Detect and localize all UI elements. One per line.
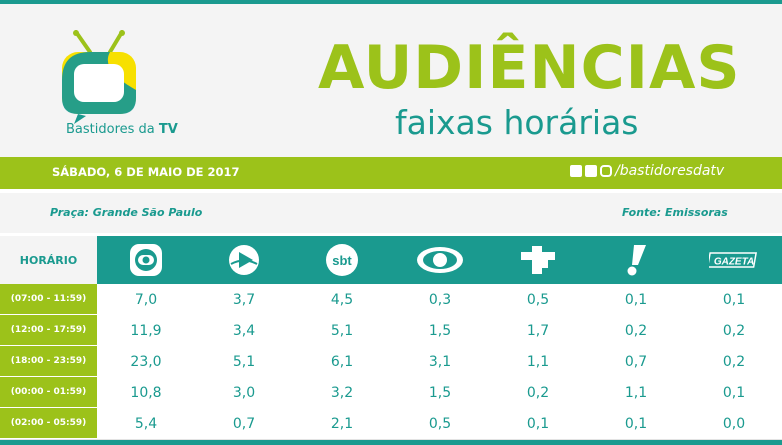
instagram-icon [600, 165, 612, 177]
rating-cell: 1,7 [526, 322, 550, 339]
time-slot-label: (07:00 - 11:59) [0, 284, 97, 315]
time-slot-label: (18:00 - 23:59) [0, 346, 97, 377]
rating-cell: 0,7 [624, 353, 648, 370]
page-subtitle: faixas horárias [395, 103, 639, 142]
band-logo-icon [391, 236, 489, 284]
twitter-icon [585, 165, 597, 177]
date-bar: SÁBADO, 6 DE MAIO DE 2017 /bastidoresdat… [0, 157, 782, 189]
time-slot-label: (02:00 - 05:59) [0, 408, 97, 439]
rating-cell: 1,1 [624, 384, 648, 401]
rating-cell: 1,1 [526, 353, 550, 370]
rating-cell: 0,1 [722, 384, 746, 401]
rating-cell: 0,2 [624, 322, 648, 339]
record-logo-icon [195, 236, 293, 284]
facebook-icon [570, 165, 582, 177]
rating-cell: 4,5 [330, 291, 354, 308]
rating-cell: 11,9 [130, 322, 162, 339]
rating-cell: 5,1 [232, 353, 256, 370]
rating-cell: 0,5 [428, 415, 452, 432]
rating-cell: 0,5 [526, 291, 550, 308]
tvcultura-logo-icon [587, 236, 685, 284]
rating-cell: 3,0 [232, 384, 256, 401]
rating-cell: 1,5 [428, 322, 452, 339]
rating-cell: 0,2 [722, 322, 746, 339]
rating-cell: 0,1 [526, 415, 550, 432]
brand-name-regular: Bastidores da [66, 122, 159, 137]
table-row: (07:00 - 11:59) 7,0 3,7 4,5 0,3 0,5 0,1 0,1 [0, 284, 782, 316]
rating-cell: 7,0 [134, 291, 158, 308]
brand-name: Bastidores da TV [66, 122, 178, 137]
table-row: (00:00 - 01:59) 10,8 3,0 3,2 1,5 0,2 1,1 0,1 [0, 377, 782, 409]
rating-cell: 3,1 [428, 353, 452, 370]
globo-logo-icon [97, 236, 195, 284]
rating-cell: 10,8 [130, 384, 162, 401]
rating-cell: 5,4 [134, 415, 158, 432]
rating-cell: 0,0 [722, 415, 746, 432]
rating-cell: 0,2 [722, 353, 746, 370]
bottom-accent-line [0, 440, 782, 445]
rating-cell: 0,7 [232, 415, 256, 432]
tv-logo-icon [62, 30, 136, 124]
gazeta-logo-icon: GAZETA [685, 236, 782, 284]
horario-header: HORÁRIO [0, 236, 97, 284]
rating-cell: 0,1 [624, 291, 648, 308]
social-handle[interactable]: /bastidoresdatv [570, 163, 724, 179]
gazeta-logo-text: GAZETA [714, 257, 754, 268]
time-slot-label: (12:00 - 17:59) [0, 315, 97, 346]
sbt-logo-icon: sbt [293, 236, 391, 284]
time-slot-label: (00:00 - 01:59) [0, 377, 97, 408]
top-accent-line [0, 0, 782, 4]
rating-cell: 6,1 [330, 353, 354, 370]
redetv-logo-icon [489, 236, 587, 284]
rating-cell: 0,1 [722, 291, 746, 308]
page-title: AUDIÊNCIAS [318, 33, 741, 103]
rating-cell: 0,1 [624, 415, 648, 432]
rating-cell: 1,5 [428, 384, 452, 401]
rating-cell: 3,7 [232, 291, 256, 308]
table-header: HORÁRIO sbt GAZETA [0, 236, 782, 284]
rating-cell: 5,1 [330, 322, 354, 339]
table-row: (12:00 - 17:59) 11,9 3,4 5,1 1,5 1,7 0,2 0,2 [0, 315, 782, 347]
source-bar: Praça: Grande São Paulo Fonte: Emissoras [0, 193, 782, 233]
rating-cell: 0,3 [428, 291, 452, 308]
brand-name-bold: TV [158, 122, 178, 137]
praca-label: Praça: Grande São Paulo [50, 206, 203, 219]
rating-cell: 0,2 [526, 384, 550, 401]
rating-cell: 23,0 [130, 353, 162, 370]
sbt-logo-text: sbt [332, 253, 352, 268]
date-text: SÁBADO, 6 DE MAIO DE 2017 [52, 165, 240, 179]
social-handle-text: /bastidoresdatv [615, 163, 725, 179]
channel-logos-row: sbt GAZETA [97, 236, 782, 284]
fonte-label: Fonte: Emissoras [622, 206, 728, 219]
table-row: (18:00 - 23:59) 23,0 5,1 6,1 3,1 1,1 0,7 0,2 [0, 346, 782, 378]
rating-cell: 3,2 [330, 384, 354, 401]
rating-cell: 3,4 [232, 322, 256, 339]
table-row: (02:00 - 05:59) 5,4 0,7 2,1 0,5 0,1 0,1 0,0 [0, 408, 782, 440]
rating-cell: 2,1 [330, 415, 354, 432]
header: Bastidores da TV AUDIÊNCIAS faixas horár… [0, 4, 782, 157]
